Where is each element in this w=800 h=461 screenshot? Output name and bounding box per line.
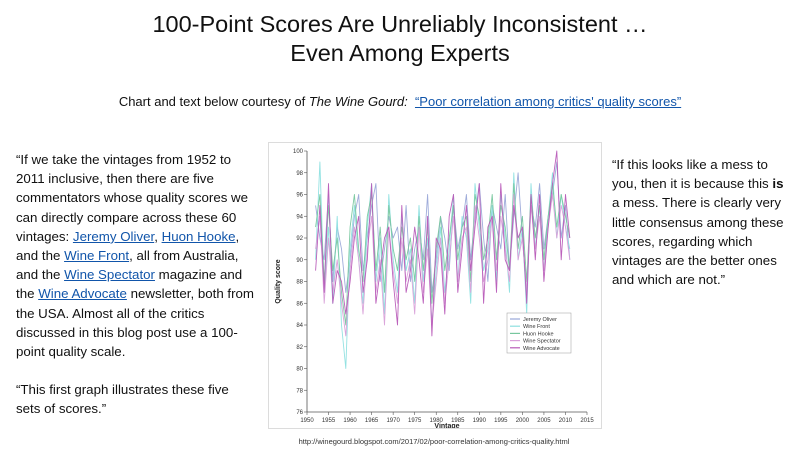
x-tick-label: 1965 bbox=[365, 418, 379, 424]
quote-text: “If we take the vintages from 1952 to 20… bbox=[16, 152, 249, 244]
right-quote: “If this looks like a mess to you, then … bbox=[612, 155, 790, 289]
title-line-1: 100-Point Scores Are Unreliably Inconsis… bbox=[152, 11, 648, 37]
y-tick-label: 92 bbox=[296, 236, 303, 242]
link-wine-front[interactable]: Wine Front bbox=[64, 248, 130, 264]
y-tick-label: 84 bbox=[296, 323, 303, 329]
y-tick-label: 98 bbox=[296, 171, 303, 177]
y-tick-label: 100 bbox=[293, 149, 304, 155]
quote-text: a mess. There is clearly very little con… bbox=[612, 195, 784, 288]
quote-text: “If this looks like a mess to you, then … bbox=[612, 157, 773, 192]
quote-text: , bbox=[154, 228, 162, 244]
legend-label: Jeremy Oliver bbox=[523, 317, 557, 323]
x-tick-label: 1960 bbox=[343, 418, 357, 424]
subtitle-source: The Wine Gourd: bbox=[308, 94, 408, 109]
chart-container: 76 78 80 82 84 86 88 90 92 94 96 98 100 1950 1955 1960 1… bbox=[268, 142, 602, 429]
link-wine-advocate[interactable]: Wine Advocate bbox=[38, 286, 127, 302]
legend-label: Wine Advocate bbox=[523, 346, 560, 352]
left-quote: “If we take the vintages from 1952 to 20… bbox=[16, 150, 254, 419]
y-axis-title: Quality score bbox=[275, 259, 282, 303]
legend-label: Wine Front bbox=[523, 324, 550, 330]
quote-text: magazine and the bbox=[16, 267, 243, 302]
series-line-wine-advocate bbox=[315, 150, 571, 337]
x-tick-label: 1955 bbox=[322, 418, 336, 424]
slide-title: 100-Point Scores Are Unreliably Inconsis… bbox=[0, 10, 800, 68]
x-tick-label: 1950 bbox=[300, 418, 314, 424]
legend-label: Huon Hooke bbox=[523, 331, 554, 337]
score-chart: 76 78 80 82 84 86 88 90 92 94 96 98 100 1950 1955 1960 1… bbox=[275, 149, 594, 428]
x-tick-label: 1970 bbox=[386, 418, 400, 424]
x-tick-label: 2005 bbox=[537, 418, 551, 424]
x-tick-label: 2010 bbox=[559, 418, 573, 424]
x-tick-label: 1995 bbox=[494, 418, 508, 424]
x-tick-label: 1980 bbox=[430, 418, 444, 424]
y-tick-label: 90 bbox=[296, 258, 303, 264]
x-tick-label: 2015 bbox=[580, 418, 594, 424]
quote-text: newsletter, both from the USA. Almost al… bbox=[16, 286, 255, 360]
link-jeremy-oliver[interactable]: Jeremy Oliver bbox=[72, 228, 155, 244]
source-url: http://winegourd.blogspot.com/2017/02/po… bbox=[298, 437, 570, 446]
y-tick-label: 76 bbox=[296, 410, 303, 416]
link-wine-spectator[interactable]: Wine Spectator bbox=[64, 267, 155, 283]
subtitle-link[interactable]: “Poor correlation among critics' quality… bbox=[414, 94, 682, 109]
y-tick-label: 94 bbox=[296, 214, 303, 220]
left-quote-paragraph-2: “This first graph illustrates these five… bbox=[16, 382, 229, 417]
title-line-2: Even Among Experts bbox=[290, 40, 510, 66]
legend-label: Wine Spectator bbox=[523, 339, 561, 345]
quote-text: , and the bbox=[16, 228, 240, 264]
x-tick-label: 1975 bbox=[408, 418, 422, 424]
y-tick-label: 86 bbox=[296, 301, 303, 307]
subtitle: Chart and text below courtesy of The Win… bbox=[0, 94, 800, 109]
y-tick-label: 78 bbox=[296, 388, 303, 394]
y-tick-label: 88 bbox=[296, 280, 303, 286]
x-tick-label: 1990 bbox=[473, 418, 487, 424]
link-huon-hooke[interactable]: Huon Hooke bbox=[161, 228, 236, 244]
x-axis-title: Vintage bbox=[434, 423, 459, 428]
y-tick-label: 82 bbox=[296, 345, 303, 351]
y-tick-label: 80 bbox=[296, 367, 303, 373]
x-tick-label: 1985 bbox=[451, 418, 465, 424]
left-quote-paragraph-1: “If we take the vintages from 1952 to 20… bbox=[16, 150, 254, 361]
x-tick-label: 2000 bbox=[516, 418, 530, 424]
subtitle-prefix: Chart and text below courtesy of bbox=[118, 94, 309, 109]
y-tick-label: 96 bbox=[296, 193, 303, 199]
quote-emphasis: is bbox=[772, 176, 784, 192]
quote-text: , all from Australia, and the bbox=[16, 248, 239, 283]
series-line-huon-hooke bbox=[315, 183, 571, 326]
